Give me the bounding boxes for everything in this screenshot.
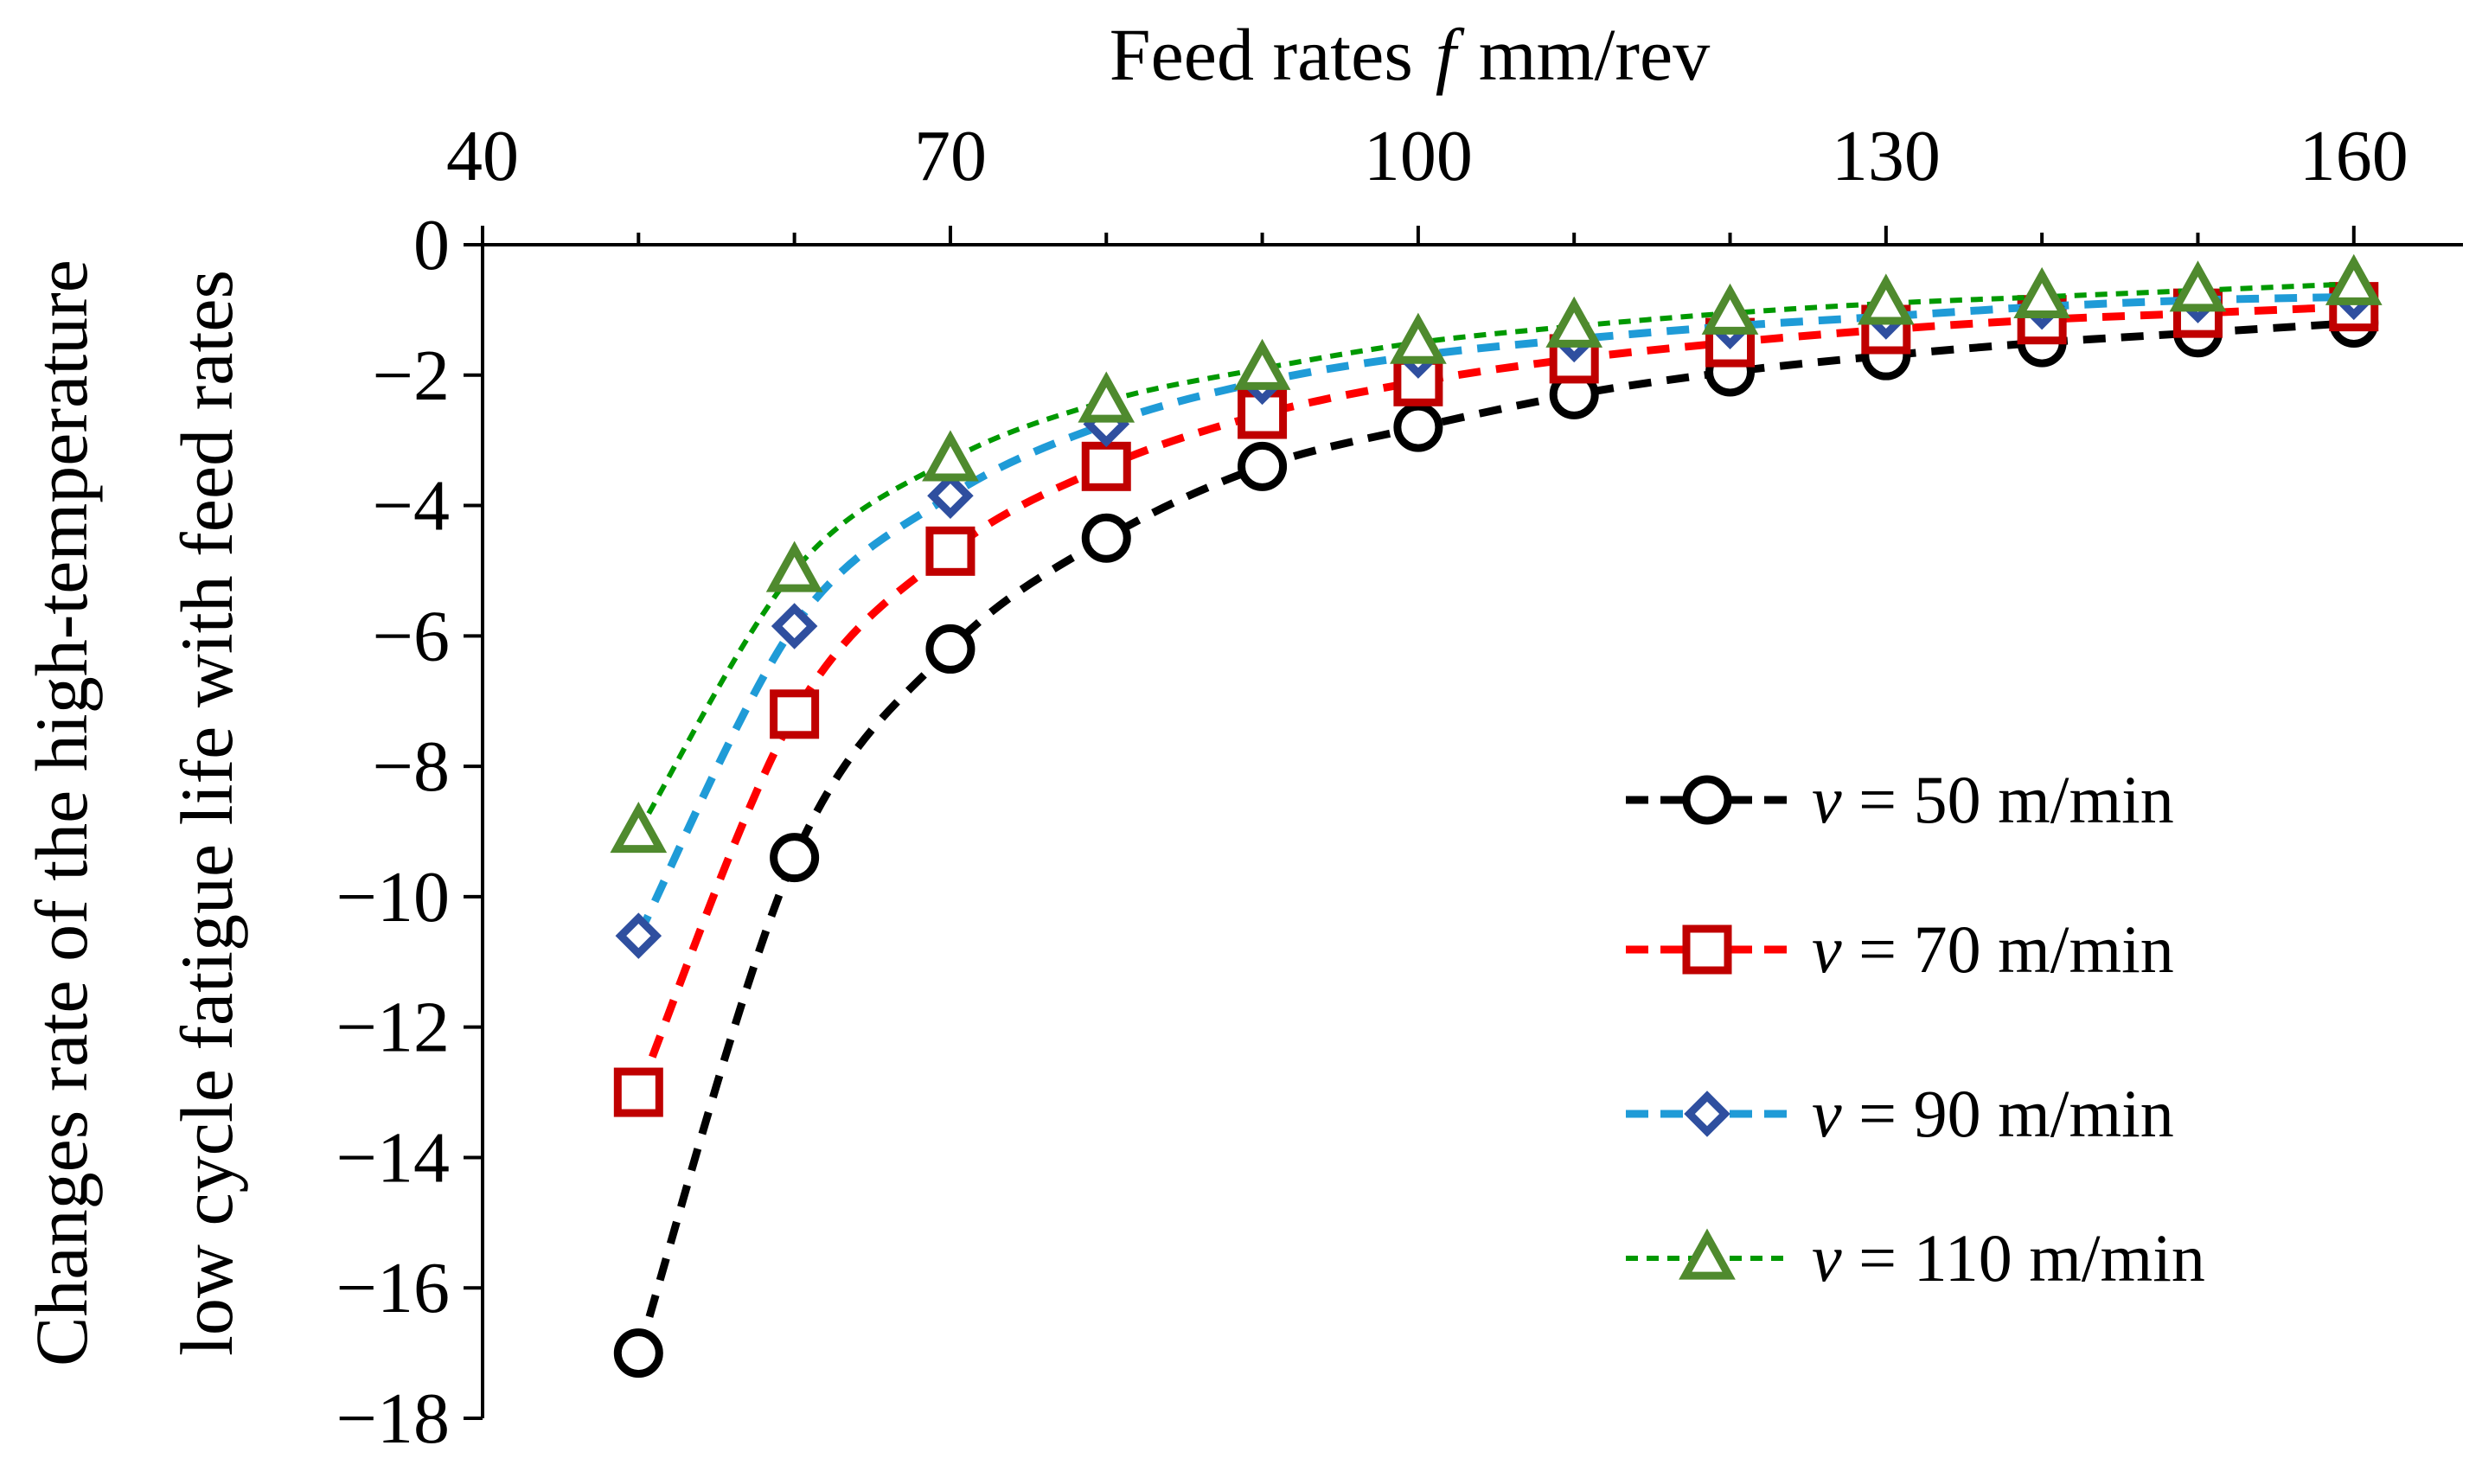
- legend-item: v = 110 m/min: [1626, 1220, 2205, 1295]
- series-layer: [610, 253, 2383, 1378]
- data-point: [613, 1328, 663, 1378]
- series-line: [635, 318, 2355, 1354]
- ticks: 40 70 100 130 160 0 −2 −4 −6 −8 −10 −12 −14 −16 −18: [336, 116, 2408, 1459]
- y-tick-label: −10: [336, 857, 450, 937]
- y-tick-label: −16: [336, 1248, 450, 1328]
- data-point: [1081, 441, 1131, 491]
- data-point: [765, 541, 823, 592]
- x-tick-label: 40: [446, 116, 519, 196]
- x-tick-label: 130: [1832, 116, 1941, 196]
- y-tick-label: −2: [373, 336, 450, 416]
- y-tick-label: −4: [373, 466, 450, 547]
- data-point: [2013, 266, 2070, 318]
- y-tick-label: −14: [336, 1117, 450, 1198]
- data-point: [771, 603, 818, 649]
- series-diamond: [615, 273, 2377, 959]
- legend-label: v = 70 m/min: [1812, 912, 2174, 987]
- y-tick-label: −18: [336, 1378, 450, 1459]
- legend-item: v = 90 m/min: [1626, 1076, 2174, 1151]
- series-line: [636, 281, 2354, 834]
- legend: v = 50 m/min v = 70 m/min v = 90 m/min v = …: [1626, 762, 2205, 1295]
- legend-marker: [1682, 775, 1732, 825]
- data-point: [1081, 513, 1131, 563]
- legend-item: v = 50 m/min: [1626, 762, 2174, 837]
- series-triangle: [610, 253, 2383, 854]
- legend-label: v = 110 m/min: [1812, 1220, 2205, 1295]
- data-point: [2169, 260, 2227, 312]
- series-line: [635, 292, 2354, 938]
- data-point: [610, 802, 668, 854]
- data-point: [927, 472, 974, 520]
- axes: [481, 243, 2463, 1418]
- x-tick-label: 160: [2300, 116, 2408, 196]
- data-point: [1701, 283, 1759, 335]
- legend-marker: [1679, 1228, 1736, 1280]
- data-point: [613, 1067, 663, 1117]
- x-tick-label: 100: [1364, 116, 1473, 196]
- data-point: [925, 526, 976, 576]
- y-axis-title-line1: Changes rate of the high-temperature: [20, 259, 103, 1366]
- data-point: [1857, 273, 1915, 325]
- legend-marker: [1684, 1091, 1730, 1137]
- x-axis-title: Feed rates f mm/rev: [1110, 13, 1710, 96]
- y-axis-title-line2: low cycle fatigue life with feed rates: [165, 270, 248, 1356]
- data-point: [1233, 338, 1291, 390]
- data-point: [922, 430, 979, 482]
- legend-item: v = 70 m/min: [1626, 912, 2174, 987]
- x-tick-label: 70: [914, 116, 987, 196]
- data-point: [925, 624, 976, 674]
- legend-marker: [1682, 924, 1732, 975]
- data-point: [1393, 402, 1443, 452]
- legend-label: v = 90 m/min: [1812, 1076, 2174, 1151]
- y-tick-label: −6: [373, 596, 450, 676]
- data-point: [770, 689, 820, 739]
- data-point: [2325, 253, 2383, 305]
- data-point: [1545, 296, 1603, 348]
- y-tick-label: −8: [373, 726, 450, 807]
- data-point: [1390, 312, 1447, 364]
- y-tick-label: −12: [336, 988, 450, 1068]
- data-point: [615, 912, 662, 959]
- data-point: [770, 833, 820, 883]
- data-point: [1078, 371, 1135, 423]
- data-point: [1238, 441, 1288, 491]
- y-tick-label: 0: [413, 205, 450, 285]
- series-circle: [613, 297, 2379, 1378]
- legend-label: v = 50 m/min: [1812, 762, 2174, 837]
